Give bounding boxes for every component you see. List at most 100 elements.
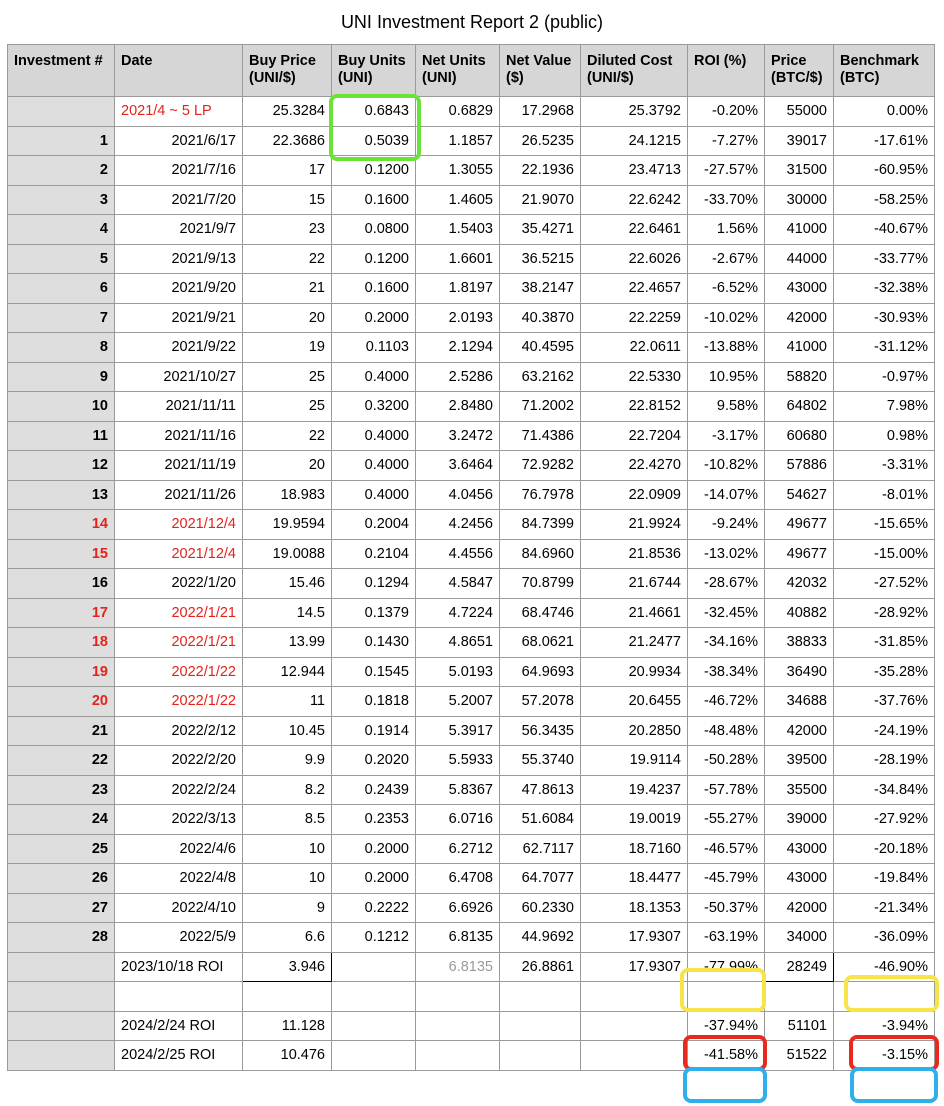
cell-diluted-cost: 21.6744 bbox=[580, 568, 688, 599]
cell-idx: 12 bbox=[7, 450, 115, 481]
cell-btc-price: 42000 bbox=[764, 302, 834, 333]
cell-buy-units: 0.4000 bbox=[331, 361, 416, 392]
cell-benchmark: -20.18% bbox=[833, 833, 935, 864]
cell-net-value: 84.7399 bbox=[499, 509, 581, 540]
cell-date: 2021/11/26 bbox=[114, 479, 243, 510]
cell-benchmark: -19.84% bbox=[833, 863, 935, 894]
cell-diluted-cost: 20.9934 bbox=[580, 656, 688, 687]
cell-net-value: 71.2002 bbox=[499, 391, 581, 422]
summary-row: 2024/2/24 ROI 11.128 -37.94% 51101 -3.94% bbox=[7, 1010, 935, 1041]
cell-btc-price: 30000 bbox=[764, 184, 834, 215]
cell-btc-price: 44000 bbox=[764, 243, 834, 274]
cell-buy-price: 25 bbox=[242, 391, 332, 422]
cell-buy-price: 22 bbox=[242, 420, 332, 451]
cell-idx: 11 bbox=[7, 420, 115, 451]
cell-roi: -50.28% bbox=[687, 745, 765, 776]
cell-roi: -50.37% bbox=[687, 892, 765, 923]
cell-net-units: 2.8480 bbox=[415, 391, 500, 422]
cell-date: 2021/9/20 bbox=[114, 273, 243, 304]
header-2: Buy Price (UNI/$) bbox=[242, 44, 332, 97]
table-row: 28 2022/5/9 6.6 0.1212 6.8135 44.9692 17.9307-… bbox=[7, 922, 935, 953]
cell-benchmark: -8.01% bbox=[833, 479, 935, 510]
summary-cell-3 bbox=[331, 951, 416, 982]
cell-diluted-cost: 20.6455 bbox=[580, 686, 688, 717]
cell-net-value: 60.2330 bbox=[499, 892, 581, 923]
cell-idx: 2 bbox=[7, 155, 115, 186]
cell-roi: -10.82% bbox=[687, 450, 765, 481]
cell-benchmark: -28.19% bbox=[833, 745, 935, 776]
cell-buy-units: 0.0800 bbox=[331, 214, 416, 245]
cell-buy-units: 0.4000 bbox=[331, 420, 416, 451]
cell-date: 2021/11/11 bbox=[114, 391, 243, 422]
cell-btc-price: 39000 bbox=[764, 804, 834, 835]
cell-idx: 27 bbox=[7, 892, 115, 923]
cell-net-units: 6.0716 bbox=[415, 804, 500, 835]
cell-idx: 6 bbox=[7, 273, 115, 304]
cell-benchmark: -32.38% bbox=[833, 273, 935, 304]
empty-cell bbox=[114, 981, 243, 1012]
highlight-blue-benchmark-2024-b bbox=[850, 1067, 938, 1103]
cell-net-units: 1.3055 bbox=[415, 155, 500, 186]
cell-diluted-cost: 22.2259 bbox=[580, 302, 688, 333]
cell-buy-units: 0.2000 bbox=[331, 863, 416, 894]
cell-buy-price: 19.0088 bbox=[242, 538, 332, 569]
cell-buy-units: 0.2104 bbox=[331, 538, 416, 569]
cell-roi: -33.70% bbox=[687, 184, 765, 215]
cell-date: 2022/5/9 bbox=[114, 922, 243, 953]
cell-idx: 8 bbox=[7, 332, 115, 363]
cell-net-units: 4.7224 bbox=[415, 597, 500, 628]
cell-net-value: 40.3870 bbox=[499, 302, 581, 333]
cell-roi: -45.79% bbox=[687, 863, 765, 894]
summary-cell-2: 11.128 bbox=[242, 1010, 332, 1041]
cell-diluted-cost: 22.8152 bbox=[580, 391, 688, 422]
cell-net-units: 5.3917 bbox=[415, 715, 500, 746]
cell-buy-price: 13.99 bbox=[242, 627, 332, 658]
cell-diluted-cost: 19.4237 bbox=[580, 774, 688, 805]
table-row: 14 2021/12/4 19.9594 0.2004 4.2456 84.7399 21.… bbox=[7, 509, 935, 540]
table-row: 13 2021/11/26 18.983 0.4000 4.0456 76.7978 22.… bbox=[7, 479, 935, 510]
cell-btc-price: 42032 bbox=[764, 568, 834, 599]
cell-net-value: 22.1936 bbox=[499, 155, 581, 186]
cell-benchmark: -35.28% bbox=[833, 656, 935, 687]
cell-buy-price: 14.5 bbox=[242, 597, 332, 628]
cell-idx: 19 bbox=[7, 656, 115, 687]
cell-buy-price: 8.2 bbox=[242, 774, 332, 805]
cell-date: 2021/11/16 bbox=[114, 420, 243, 451]
cell-date: 2022/4/6 bbox=[114, 833, 243, 864]
summary-cell-0 bbox=[7, 1040, 115, 1071]
cell-buy-units: 0.1430 bbox=[331, 627, 416, 658]
cell-roi: -0.20% bbox=[687, 96, 765, 127]
cell-net-value: 56.3435 bbox=[499, 715, 581, 746]
summary-cell-8: 51522 bbox=[764, 1040, 834, 1071]
table-row: 25 2022/4/6 10 0.2000 6.2712 62.7117 18.7160 -4… bbox=[7, 833, 935, 864]
cell-buy-units: 0.4000 bbox=[331, 479, 416, 510]
summary-cell-7: -77.99% bbox=[687, 951, 765, 982]
header-8: Price (BTC/$) bbox=[764, 44, 834, 97]
cell-date: 2022/1/21 bbox=[114, 627, 243, 658]
cell-diluted-cost: 23.4713 bbox=[580, 155, 688, 186]
cell-buy-price: 21 bbox=[242, 273, 332, 304]
cell-diluted-cost: 22.7204 bbox=[580, 420, 688, 451]
cell-net-units: 2.5286 bbox=[415, 361, 500, 392]
cell-diluted-cost: 22.6461 bbox=[580, 214, 688, 245]
summary-cell-1: 2024/2/24 ROI bbox=[114, 1010, 243, 1041]
cell-roi: 10.95% bbox=[687, 361, 765, 392]
cell-net-value: 68.0621 bbox=[499, 627, 581, 658]
cell-net-units: 4.2456 bbox=[415, 509, 500, 540]
header-6: Diluted Cost (UNI/$) bbox=[580, 44, 688, 97]
cell-benchmark: -15.00% bbox=[833, 538, 935, 569]
cell-buy-price: 9 bbox=[242, 892, 332, 923]
cell-idx: 14 bbox=[7, 509, 115, 540]
cell-buy-units: 0.1200 bbox=[331, 243, 416, 274]
cell-buy-units: 0.2004 bbox=[331, 509, 416, 540]
cell-diluted-cost: 19.0019 bbox=[580, 804, 688, 835]
cell-benchmark: -27.52% bbox=[833, 568, 935, 599]
cell-buy-units: 0.1818 bbox=[331, 686, 416, 717]
cell-date: 2022/4/10 bbox=[114, 892, 243, 923]
cell-buy-units: 0.2222 bbox=[331, 892, 416, 923]
cell-net-units: 4.8651 bbox=[415, 627, 500, 658]
cell-date: 2021/9/22 bbox=[114, 332, 243, 363]
table-row: 23 2022/2/24 8.2 0.2439 5.8367 47.8613 19.4237… bbox=[7, 774, 935, 805]
summary-cell-4 bbox=[415, 1010, 500, 1041]
cell-btc-price: 39017 bbox=[764, 125, 834, 156]
